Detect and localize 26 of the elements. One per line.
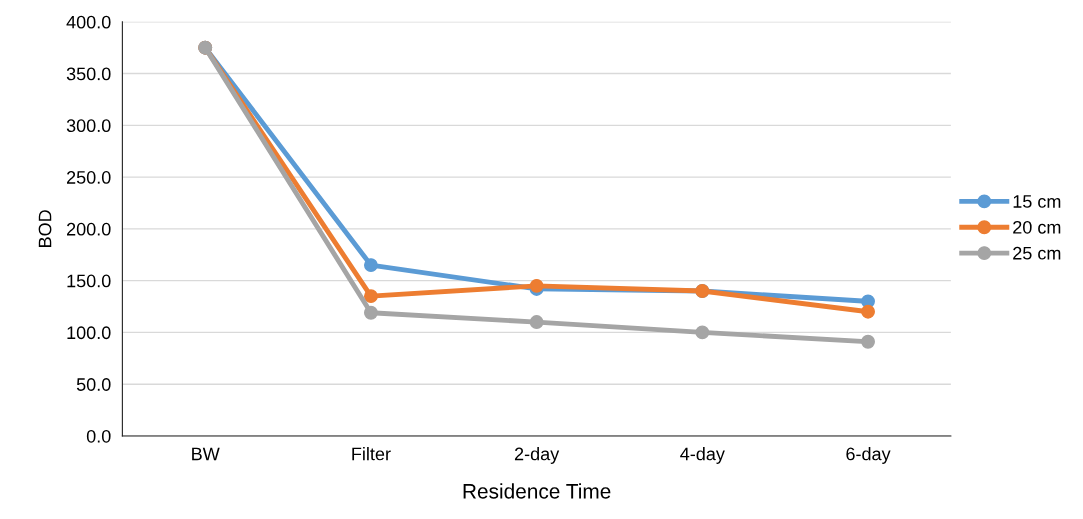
point [363,289,378,304]
point [363,305,378,320]
y-tick-label: 50.0 [76,378,111,391]
legend-label: 25 cm [1013,246,1061,260]
y-tick-label: 150.0 [67,274,111,288]
y-tick-label: 0.0 [86,429,111,443]
point [695,325,710,340]
point [363,258,378,273]
legend-label: 15 cm [1013,195,1061,208]
y-axis-title: BOD [38,210,52,247]
x-tick-label: 6-day [846,447,891,464]
x-tick-label: Filter [352,447,391,461]
legend-label: 20 cm [1013,220,1061,234]
x-tick-label: 4-day [680,447,725,464]
y-tick-label: 350.0 [66,67,111,81]
y-tick-label: 300.0 [66,119,111,133]
y-tick-label: 400.0 [66,15,111,29]
point [861,334,875,349]
point [529,315,544,330]
x-tick-label: BW [192,447,220,461]
y-tick-label: 250.0 [67,171,111,184]
y-tick-label: 100.0 [67,326,111,340]
point [861,304,875,319]
x-axis-title: Residence Time [463,483,611,499]
y-tick-label: 200.0 [67,222,111,236]
x-tick-label: 2-day [514,447,560,464]
